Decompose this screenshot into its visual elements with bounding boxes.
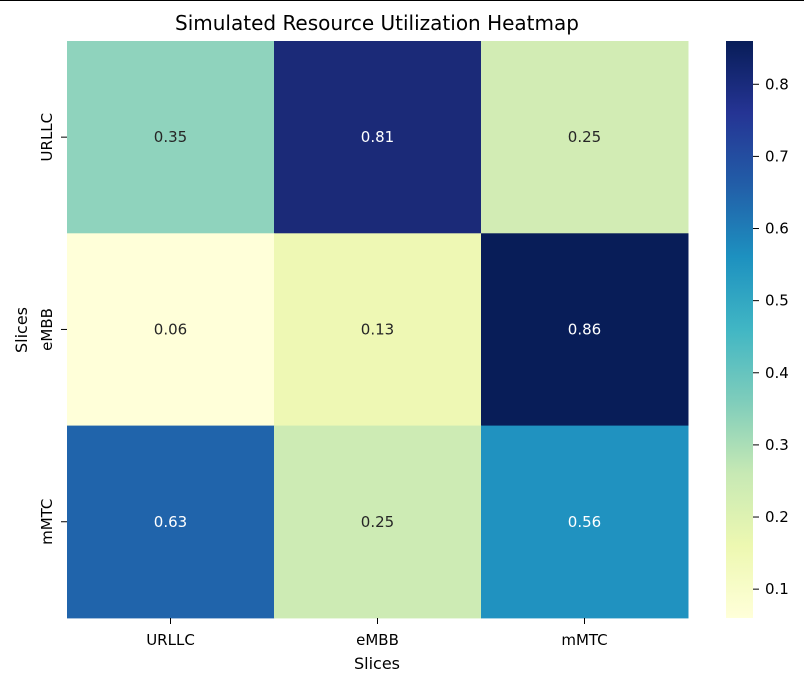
cell-value-label: 0.56 (568, 513, 601, 531)
colorbar-ticks: 0.1 0.2 0.3 0.4 0.5 0.6 0.7 0.8 (753, 75, 789, 598)
colorbar-tick-label: 0.8 (765, 75, 789, 93)
colorbar-tick-label: 0.1 (765, 580, 789, 598)
heatmap-cell (67, 233, 275, 427)
cell-value-label: 0.63 (154, 513, 187, 531)
y-axis-label: Slices (12, 307, 31, 353)
y-tick-label: URLLC (38, 113, 56, 162)
heatmap-cell (67, 41, 275, 234)
y-axis-ticks: URLLC eMBB mMTC (38, 113, 67, 545)
cell-value-label: 0.25 (568, 128, 601, 146)
heatmap-cell (274, 233, 482, 427)
colorbar-tick-label: 0.6 (765, 220, 789, 238)
x-tick-label: eMBB (356, 631, 399, 649)
colorbar-tick-label: 0.2 (765, 508, 789, 526)
heatmap-cell (481, 425, 689, 619)
x-axis-ticks: URLLC eMBB mMTC (146, 618, 608, 649)
heatmap-cells (67, 41, 689, 619)
y-tick-label: mMTC (38, 499, 56, 545)
heatmap-cell (481, 233, 689, 427)
y-tick-label: eMBB (38, 308, 56, 351)
cell-value-label: 0.25 (361, 513, 394, 531)
colorbar-tick-label: 0.7 (765, 147, 789, 165)
cell-value-label: 0.86 (568, 320, 601, 338)
colorbar (726, 41, 753, 618)
heatmap-cell (274, 425, 482, 619)
heatmap-annotations: 0.35 0.81 0.25 0.06 0.13 0.86 0.63 0.25 0.56 (154, 128, 601, 531)
x-tick-label: URLLC (146, 631, 195, 649)
chart-title: Simulated Resource Utilization Heatmap (175, 11, 579, 35)
x-axis-label: Slices (354, 654, 400, 673)
top-border-line (0, 0, 804, 1)
colorbar-tick-label: 0.5 (765, 292, 789, 310)
cell-value-label: 0.81 (361, 128, 394, 146)
heatmap-cell (481, 41, 689, 234)
heatmap-cell (67, 425, 275, 619)
cell-value-label: 0.06 (154, 320, 187, 338)
colorbar-tick-label: 0.3 (765, 436, 789, 454)
colorbar-tick-label: 0.4 (765, 364, 789, 382)
cell-value-label: 0.35 (154, 128, 187, 146)
heatmap-cell (274, 41, 482, 234)
cell-value-label: 0.13 (361, 320, 394, 338)
x-tick-label: mMTC (561, 631, 607, 649)
